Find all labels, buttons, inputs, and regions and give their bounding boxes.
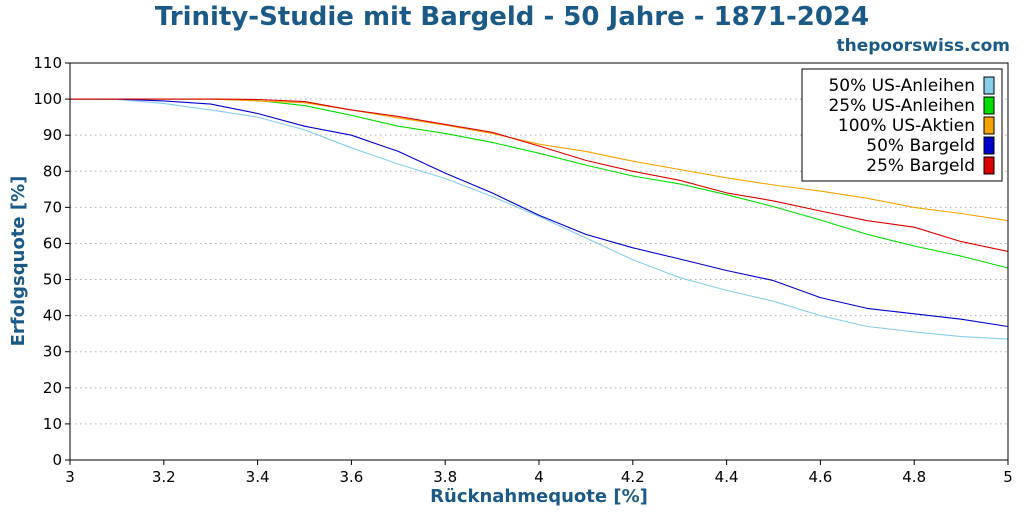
x-tick-label: 3.2 bbox=[152, 468, 176, 486]
y-axis-ticks: 0 10 20 30 40 50 60 70 80 90 100 110 bbox=[33, 54, 70, 469]
x-tick-label: 4.8 bbox=[902, 468, 926, 486]
series-line-1 bbox=[69, 98, 1009, 340]
y-tick-label: 40 bbox=[43, 307, 62, 325]
x-tick-label: 3.8 bbox=[433, 468, 457, 486]
y-tick-label: 100 bbox=[33, 90, 62, 108]
legend-label: 50% Bargeld bbox=[866, 136, 975, 156]
site-label: thepoorswiss.com bbox=[837, 36, 1011, 56]
series-lines bbox=[69, 98, 1009, 340]
legend-label: 50% US-Anleihen bbox=[828, 76, 975, 96]
y-tick-label: 60 bbox=[43, 234, 62, 252]
y-axis-label: Erfolgsquote [%] bbox=[8, 176, 29, 347]
legend-label: 25% US-Anleihen bbox=[828, 96, 975, 116]
legend-label: 100% US-Aktien bbox=[838, 116, 975, 136]
y-tick-label: 30 bbox=[43, 343, 62, 361]
chart-title: Trinity-Studie mit Bargeld - 50 Jahre - … bbox=[155, 2, 869, 32]
y-tick-label: 70 bbox=[43, 198, 62, 216]
x-tick-label: 4 bbox=[534, 468, 544, 486]
x-axis-ticks: 3 3.2 3.4 3.6 3.8 4 4.2 4.4 4.6 4.8 5 bbox=[65, 460, 1013, 486]
y-tick-label: 80 bbox=[43, 162, 62, 180]
y-tick-label: 0 bbox=[52, 451, 62, 469]
series-line-5 bbox=[70, 98, 1009, 252]
legend-label: 25% Bargeld bbox=[866, 156, 975, 176]
y-tick-label: 110 bbox=[33, 54, 62, 72]
legend-swatch bbox=[983, 156, 995, 175]
x-tick-label: 3.4 bbox=[246, 468, 270, 486]
x-tick-label: 3.6 bbox=[339, 468, 363, 486]
x-axis-label: Rücknahmequote [%] bbox=[430, 486, 648, 507]
legend-swatch bbox=[983, 76, 995, 95]
legend-swatch bbox=[983, 136, 995, 155]
legend-swatch bbox=[983, 116, 995, 135]
x-tick-label: 4.2 bbox=[621, 468, 645, 486]
legend-box bbox=[801, 68, 1003, 182]
y-tick-label: 50 bbox=[43, 271, 62, 289]
x-tick-label: 3 bbox=[65, 468, 75, 486]
legend-swatch bbox=[983, 96, 995, 115]
series-line-4 bbox=[70, 98, 1009, 328]
y-tick-label: 90 bbox=[43, 126, 62, 144]
x-tick-label: 4.6 bbox=[808, 468, 832, 486]
x-tick-label: 4.4 bbox=[715, 468, 739, 486]
y-tick-label: 20 bbox=[43, 379, 62, 397]
x-tick-label: 5 bbox=[1003, 468, 1013, 486]
y-tick-label: 10 bbox=[43, 415, 62, 433]
